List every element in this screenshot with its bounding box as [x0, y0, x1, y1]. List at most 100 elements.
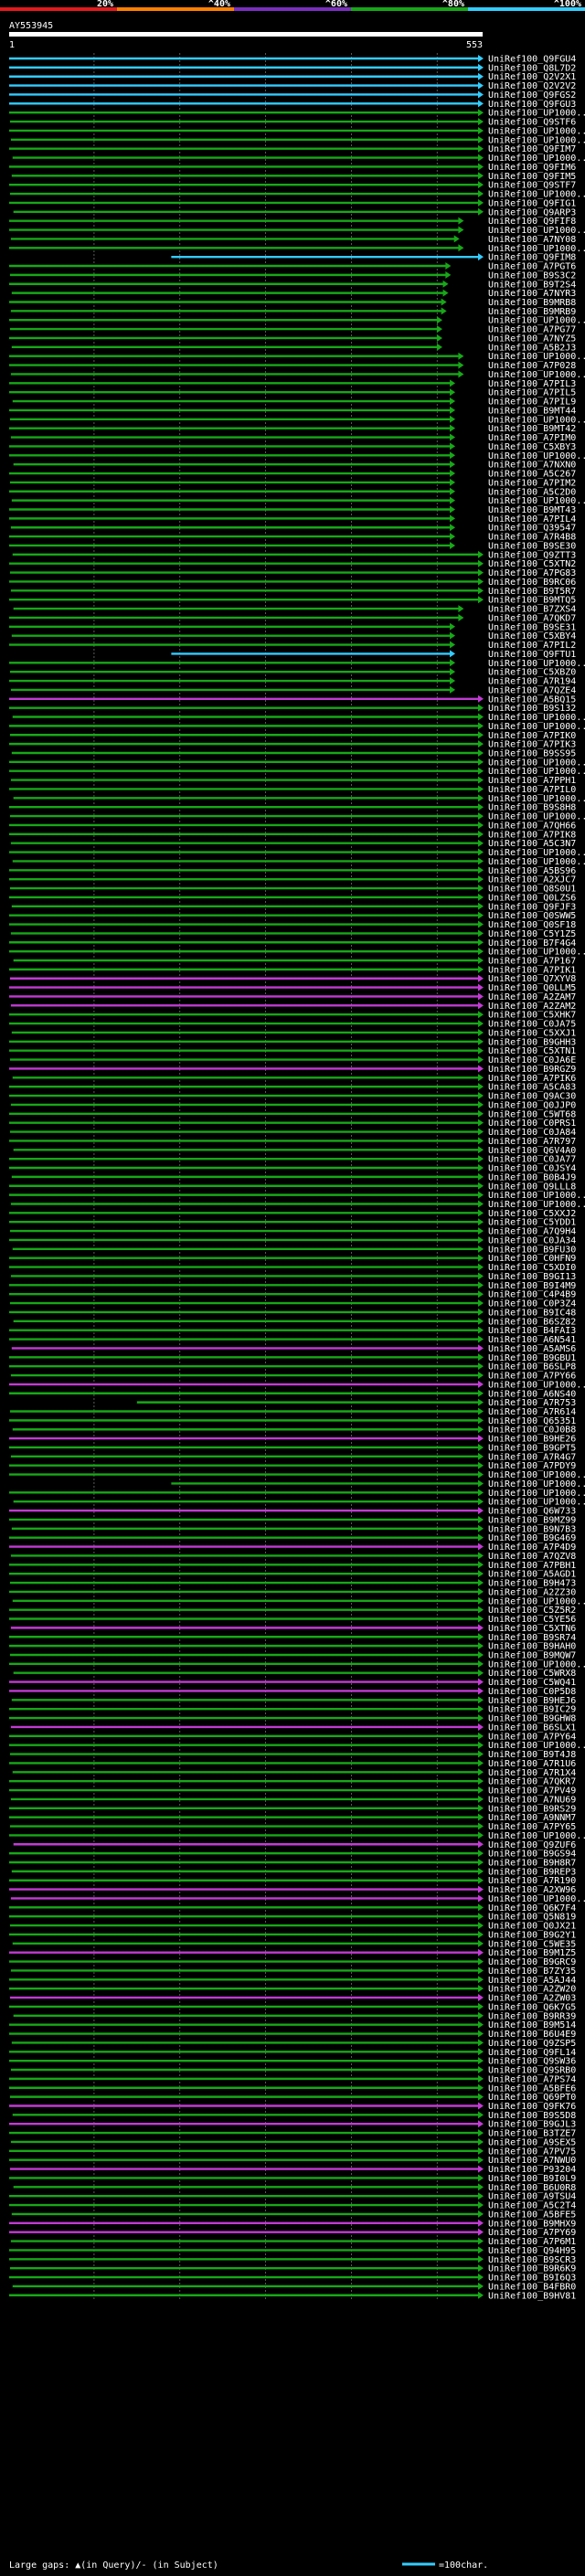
hit-label[interactable]: UniRef100_C0JA34 [488, 1235, 576, 1246]
hit-label[interactable]: UniRef100_B6SLP8 [488, 1362, 576, 1373]
hit-label[interactable]: UniRef100_UP1000... [488, 451, 585, 461]
hit-label[interactable]: UniRef100_Q9AC30 [488, 1092, 576, 1102]
hit-label[interactable]: UniRef100_A2ZAM7 [488, 992, 576, 1002]
hit-label[interactable]: UniRef100_B9I4M9 [488, 1281, 576, 1291]
hit-label[interactable]: UniRef100_A7R194 [488, 677, 576, 687]
hit-label[interactable]: UniRef100_UP1000... [488, 659, 585, 669]
hit-label[interactable]: UniRef100_A7PIK1 [488, 965, 576, 975]
hit-label[interactable]: UniRef100_Q9FGU3 [488, 100, 576, 110]
hit-label[interactable]: UniRef100_A9SEX5 [488, 2137, 576, 2147]
hit-label[interactable]: UniRef100_C5XXJ1 [488, 1028, 576, 1038]
hit-label[interactable]: UniRef100_A7PY66 [488, 1372, 576, 1382]
hit-label[interactable]: UniRef100_B9RR39 [488, 2011, 576, 2021]
hit-label[interactable]: UniRef100_B9HV81 [488, 2291, 576, 2301]
hit-label[interactable]: UniRef100_C5WQ41 [488, 1678, 576, 1688]
hit-label[interactable]: UniRef100_A7QZE4 [488, 685, 576, 695]
hit-label[interactable]: UniRef100_Q0JX21 [488, 1922, 576, 1932]
hit-label[interactable]: UniRef100_B9S8H8 [488, 803, 576, 813]
hit-label[interactable]: UniRef100_UP1000... [488, 758, 585, 768]
hit-label[interactable]: UniRef100_UP1000... [488, 848, 585, 858]
hit-label[interactable]: UniRef100_A7PIK3 [488, 740, 576, 750]
hit-label[interactable]: UniRef100_B9GRC9 [488, 1957, 576, 1967]
hit-label[interactable]: UniRef100_A7PY65 [488, 1822, 576, 1832]
hit-label[interactable]: UniRef100_A7P167 [488, 957, 576, 967]
hit-label[interactable]: UniRef100_C5YDD1 [488, 1218, 576, 1228]
hit-label[interactable]: UniRef100_UP1000... [488, 1489, 585, 1499]
hit-label[interactable]: UniRef100_UP1000... [488, 1659, 585, 1670]
hit-label[interactable]: UniRef100_B9MTQ5 [488, 596, 576, 606]
hit-label[interactable]: UniRef100_C0HFN9 [488, 1254, 576, 1264]
hit-label[interactable]: UniRef100_A5BQ15 [488, 694, 576, 705]
hit-label[interactable]: UniRef100_B9S3C2 [488, 270, 576, 281]
hit-label[interactable]: UniRef100_A7QKR7 [488, 1777, 576, 1787]
hit-label[interactable]: UniRef100_B9MQW7 [488, 1650, 576, 1660]
hit-label[interactable]: UniRef100_B9GBU1 [488, 1353, 576, 1363]
hit-label[interactable]: UniRef100_UP1000... [488, 496, 585, 506]
hit-label[interactable]: UniRef100_UP1000... [488, 1596, 585, 1606]
hit-label[interactable]: UniRef100_B9IC48 [488, 1308, 576, 1318]
hit-label[interactable]: UniRef100_B9MT44 [488, 406, 576, 416]
hit-label[interactable]: UniRef100_B9HAH0 [488, 1642, 576, 1652]
hit-label[interactable]: UniRef100_A7NYR3 [488, 289, 576, 299]
hit-label[interactable]: UniRef100_UP1000... [488, 948, 585, 958]
hit-label[interactable]: UniRef100_A5AMS6 [488, 1344, 576, 1354]
hit-label[interactable]: UniRef100_B4FAI3 [488, 1326, 576, 1336]
hit-label[interactable]: UniRef100_Q9LLL8 [488, 1182, 576, 1192]
hit-label[interactable]: UniRef100_Q9ZTT3 [488, 550, 576, 560]
hit-label[interactable]: UniRef100_B9N7B3 [488, 1524, 576, 1534]
hit-label[interactable]: UniRef100_C0P3Z4 [488, 1299, 576, 1309]
hit-label[interactable]: UniRef100_UP1000... [488, 1380, 585, 1390]
hit-label[interactable]: UniRef100_A7NXN0 [488, 461, 576, 471]
hit-label[interactable]: UniRef100_B9G2Y1 [488, 1930, 576, 1940]
hit-label[interactable]: UniRef100_Q9SRB0 [488, 2066, 576, 2076]
hit-label[interactable]: UniRef100_Q9FGU4 [488, 55, 576, 65]
hit-label[interactable]: UniRef100_A7PV75 [488, 2147, 576, 2157]
hit-label[interactable]: UniRef100_A7PY69 [488, 2228, 576, 2238]
hit-label[interactable]: UniRef100_B9H8R7 [488, 1859, 576, 1869]
hit-label[interactable]: UniRef100_Q9FIM8 [488, 253, 576, 263]
hit-label[interactable]: UniRef100_B9IC29 [488, 1705, 576, 1715]
hit-label[interactable]: UniRef100_A7PY64 [488, 1732, 576, 1742]
hit-label[interactable]: UniRef100_A2ZZ30 [488, 1587, 576, 1597]
hit-label[interactable]: UniRef100_A5BFE5 [488, 2210, 576, 2220]
hit-label[interactable]: UniRef100_A7PV49 [488, 1786, 576, 1797]
hit-label[interactable]: UniRef100_UP1000... [488, 226, 585, 236]
hit-label[interactable]: UniRef100_A5CA83 [488, 1083, 576, 1093]
hit-label[interactable]: UniRef100_C4P4B9 [488, 1290, 576, 1300]
hit-label[interactable]: UniRef100_A2XW96 [488, 1885, 576, 1895]
hit-label[interactable]: UniRef100_Q7XYV8 [488, 974, 576, 984]
hit-label[interactable]: UniRef100_A5BFE6 [488, 2083, 576, 2094]
hit-label[interactable]: UniRef100_A7PBH1 [488, 1561, 576, 1571]
hit-label[interactable]: UniRef100_Q2V2V2 [488, 81, 576, 91]
hit-label[interactable]: UniRef100_Q9FGS2 [488, 90, 576, 101]
hit-label[interactable]: UniRef100_A7R753 [488, 1398, 576, 1408]
hit-label[interactable]: UniRef100_Q6V4A0 [488, 1146, 576, 1156]
hit-label[interactable]: UniRef100_B9GI13 [488, 1272, 576, 1282]
hit-label[interactable]: UniRef100_A7R4G7 [488, 1452, 576, 1462]
hit-label[interactable]: UniRef100_A7PIL9 [488, 398, 576, 408]
hit-label[interactable]: UniRef100_B9HEJ6 [488, 1696, 576, 1706]
hit-label[interactable]: UniRef100_B0B4J9 [488, 1172, 576, 1182]
hit-label[interactable]: UniRef100_Q9FIF8 [488, 217, 576, 227]
hit-label[interactable]: UniRef100_A7PIL4 [488, 514, 576, 525]
hit-label[interactable]: UniRef100_A7R190 [488, 1876, 576, 1886]
hit-label[interactable]: UniRef100_A7NU69 [488, 1795, 576, 1805]
hit-label[interactable]: UniRef100_C0PRS1 [488, 1118, 576, 1129]
hit-label[interactable]: UniRef100_Q0SWW5 [488, 911, 576, 921]
hit-label[interactable]: UniRef100_Q9FJF3 [488, 902, 576, 912]
hit-label[interactable]: UniRef100_C5WT68 [488, 1109, 576, 1119]
hit-label[interactable]: UniRef100_Q9FTU1 [488, 650, 576, 660]
hit-label[interactable]: UniRef100_A2ZW03 [488, 1994, 576, 2004]
hit-label[interactable]: UniRef100_UP1000... [488, 1470, 585, 1480]
hit-label[interactable]: UniRef100_B9REP3 [488, 1867, 576, 1877]
hit-label[interactable]: UniRef100_C5XXJ2 [488, 1209, 576, 1219]
hit-label[interactable]: UniRef100_B9RGZ9 [488, 1065, 576, 1075]
hit-label[interactable]: UniRef100_A7QH66 [488, 821, 576, 831]
hit-label[interactable]: UniRef100_C5XBY4 [488, 631, 576, 641]
hit-label[interactable]: UniRef100_C0P5D8 [488, 1687, 576, 1697]
hit-label[interactable]: UniRef100_Q39547 [488, 524, 576, 534]
hit-label[interactable]: UniRef100_B9GPT5 [488, 1443, 576, 1453]
hit-label[interactable]: UniRef100_A2XJC7 [488, 875, 576, 885]
hit-label[interactable]: UniRef100_B9GJL3 [488, 2120, 576, 2130]
hit-label[interactable]: UniRef100_A9TSU4 [488, 2192, 576, 2202]
